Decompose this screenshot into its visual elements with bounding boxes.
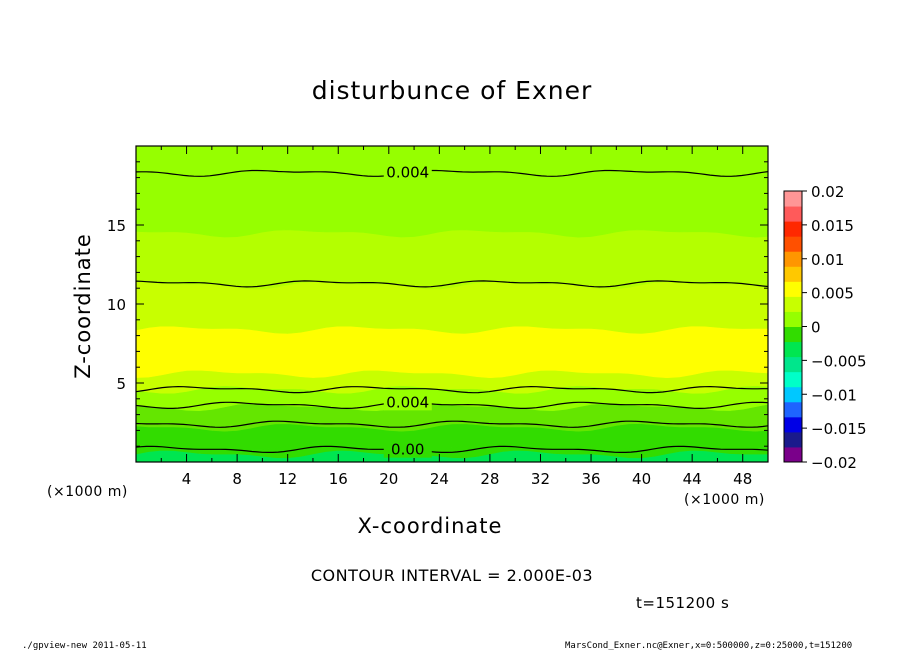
colorbar-segment: [784, 251, 802, 267]
contour-line: [136, 401, 768, 410]
x-tick-label: 16: [329, 470, 348, 488]
x-axis-label: X-coordinate: [357, 514, 503, 538]
x-tick-label: 4: [182, 470, 192, 488]
field-band: [136, 229, 768, 290]
x-tick-label: 40: [632, 470, 651, 488]
y-axis-label: Z-coordinate: [71, 233, 95, 379]
colorbar-tick-label: 0: [811, 319, 821, 337]
y-tick-label: 10: [107, 296, 126, 314]
y-tick-label: 15: [107, 217, 126, 235]
footer-right: MarsCond_Exner.nc@Exner,x=0:500000,z=0:2…: [565, 641, 853, 651]
contour-line: [136, 445, 768, 453]
x-tick-label: 28: [480, 470, 499, 488]
x-tick-label: 20: [379, 470, 398, 488]
field-band: [136, 281, 768, 334]
colorbar-tick-label: −0.005: [811, 352, 867, 370]
colorbar-segment: [784, 341, 802, 358]
contour-line: [136, 385, 768, 394]
x-tick-label: 48: [733, 470, 752, 488]
colorbar-segment: [784, 191, 802, 207]
contour-label-bg: [383, 393, 432, 411]
colorbar-segment: [784, 386, 802, 403]
contour-line: [136, 420, 768, 428]
colorbar-segment: [784, 371, 802, 388]
colorbar-segment: [784, 416, 802, 433]
contour-label: 0.004: [386, 164, 429, 182]
x-axis-unit: (×1000 m): [684, 492, 765, 508]
contour-label-bg: [383, 163, 432, 181]
colorbar-segment: [784, 266, 802, 282]
contour-label: 0.004: [386, 393, 429, 411]
colorbar-segment: [784, 236, 802, 252]
contour-label-bg: [383, 440, 432, 458]
colorbar-segment: [784, 356, 802, 373]
colorbar-segment: [784, 206, 802, 222]
x-tick-label: 12: [278, 470, 297, 488]
colorbar-segment: [784, 281, 802, 297]
colorbar-tick-label: 0.01: [811, 251, 844, 269]
colorbar-segment: [784, 401, 802, 418]
colorbar-segment: [784, 446, 802, 463]
colorbar-segment: [784, 296, 802, 312]
x-tick-label: 32: [531, 470, 550, 488]
colorbar-tick-label: −0.02: [811, 454, 857, 472]
contour-interval-note: CONTOUR INTERVAL = 2.000E-03: [310, 566, 594, 585]
contour-line: [136, 280, 768, 288]
time-stamp: t=151200 s: [636, 594, 730, 612]
chart-title: disturbunce of Exner: [311, 76, 593, 105]
colorbar-tick-label: −0.01: [811, 386, 857, 404]
y-axis-unit: (×1000 m): [47, 484, 128, 500]
colorbar-tick-label: −0.015: [811, 420, 867, 438]
colorbar-segment: [784, 326, 802, 343]
x-tick-label: 44: [683, 470, 702, 488]
x-tick-label: 8: [232, 470, 242, 488]
colorbar-tick-label: 0.02: [811, 183, 844, 201]
x-tick-label: 36: [581, 470, 600, 488]
colorbar-segment: [784, 311, 802, 327]
field-band: [136, 146, 768, 238]
colorbar-segment: [784, 221, 802, 237]
contour-label: 0.00: [391, 441, 424, 459]
colorbar-segment: [784, 431, 802, 448]
field-band: [136, 325, 768, 379]
y-tick-label: 5: [116, 375, 126, 393]
colorbar-tick-label: 0.005: [811, 285, 854, 303]
colorbar-tick-label: 0.015: [811, 217, 854, 235]
x-tick-label: 24: [430, 470, 449, 488]
footer-left: ./gpview-new 2011-05-11: [22, 641, 147, 651]
contour-line: [136, 169, 768, 177]
